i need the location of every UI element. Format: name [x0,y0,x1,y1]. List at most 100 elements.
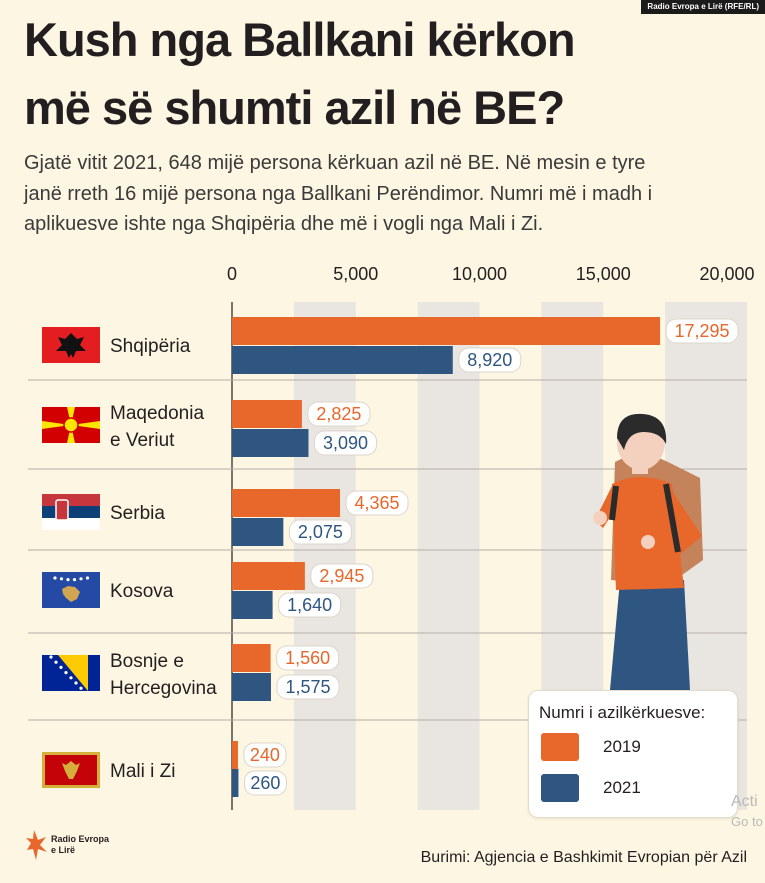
country-label: Serbia [110,503,165,524]
bar-2019 [232,741,238,769]
albania-flag [42,327,100,363]
value-label-2019: 2,945 [319,566,364,586]
stripe-white [42,518,100,530]
value-label-2019: 240 [250,745,280,765]
sun-ray [67,425,75,443]
logo-line-1: Radio Evropa [51,834,110,844]
bar-2021 [232,769,239,797]
legend-swatch-2021 [541,774,579,802]
page-title-line-2: më së shumti azil në BE? [24,81,565,134]
star [72,578,77,582]
bar-2019 [232,317,661,345]
value-label-box [278,592,342,618]
x-tick-label: 20,000 [699,264,754,284]
watermark-line-1: Acti [731,793,758,810]
x-tick-label: 10,000 [452,264,507,284]
value-label-2021: 260 [250,773,280,793]
rferl-flame-icon [26,830,47,860]
legend-label-2021: 2021 [603,778,641,797]
x-tick-label: 15,000 [576,264,631,284]
x-tick-label: 0 [227,264,237,284]
value-label-2019: 4,365 [355,493,400,513]
bar-2021 [232,346,453,374]
country-label-line: Bosnje e [110,651,184,672]
country-label-line: Maqedonia [110,403,204,424]
country-label: Shqipëria [110,336,191,357]
value-label-2019: 2,825 [316,404,361,424]
bar-2021 [232,518,284,546]
value-label-2019: 17,295 [675,321,730,341]
x-axis-ticks: 0 5,000 10,000 15,000 20,000 [227,264,755,284]
subtitle-line-2: janë rreth 16 mijë persona nga Ballkani … [24,183,653,205]
activate-windows-watermark: Acti Go to [731,792,763,832]
value-label-2021: 3,090 [323,433,368,453]
value-label-2021: 1,575 [285,677,330,697]
gold-border [42,752,100,788]
country-label: Kosova [110,581,174,602]
rferl-logo: Radio Evropa e Lirë [26,828,109,862]
subtitle-line-3: aplikuesve ishte nga Shqipëria dhe më i … [24,213,544,235]
star [69,676,73,680]
value-label-box [276,674,340,700]
value-label-box [307,401,371,427]
eagle-emblem [56,333,86,358]
value-label-box [458,347,522,373]
value-label-box [310,563,374,589]
serbia-flag [42,494,100,530]
north-macedonia-flag [42,407,100,443]
bosnia-flag [42,655,100,691]
star [79,686,83,690]
sun-ray [71,421,100,429]
bar-2021 [232,429,309,457]
star [79,577,83,581]
sun-disc [63,417,79,433]
value-label-2019: 1,560 [285,648,330,668]
legend-item-2019: 2019 [541,733,641,761]
star [66,578,70,582]
value-label-box [665,318,739,344]
value-label-box [288,519,352,545]
star [53,576,57,580]
star [54,660,58,664]
bar-2019 [232,644,271,672]
country-label-line: Hercegovina [110,678,217,699]
legend-swatch-2019 [541,733,579,761]
star [85,576,90,580]
eagle-emblem [62,761,80,779]
stripe-red [42,494,100,506]
coat-of-arms [55,499,69,521]
sun-ray [67,407,75,425]
chart-legend: Numri i azilkërkuesve: 2019 2021 [528,690,738,818]
watermark-line-2: Go to [731,814,763,829]
star [64,671,68,675]
bar-2019 [232,400,302,428]
legend-title: Numri i azilkërkuesve: [539,703,706,722]
value-labels: 17,295 2,825 4,365 2,945 1,560 240 8,920 3,090 2… [243,318,739,796]
bar-2019 [232,562,305,590]
value-label-box [276,645,340,671]
country-label: Mali i Zi [110,761,175,782]
sun-ray [42,421,71,429]
value-label-box [243,770,287,796]
flags [42,327,100,788]
value-label-box [345,490,409,516]
subtitle-line-1: Gjatë vitit 2021, 648 mijë persona kërku… [24,152,646,174]
bars [232,317,661,797]
grid-stripe [417,302,480,810]
value-label-box [313,430,377,456]
grid-stripe [293,302,356,810]
star [49,655,53,659]
stripe-blue [42,506,100,518]
star [59,665,63,669]
legend-label-2019: 2019 [603,737,641,756]
bar-2021 [232,673,271,701]
star [74,681,78,685]
map-shape [62,586,80,602]
value-label-2021: 2,075 [298,522,343,542]
page-title-line-1: Kush nga Ballkani kërkon [24,13,576,66]
bar-2019 [232,489,341,517]
yellow-triangle [58,655,88,691]
value-label-box [243,742,287,768]
bar-2021 [232,591,273,619]
logo-line-2: e Lirë [51,845,76,855]
